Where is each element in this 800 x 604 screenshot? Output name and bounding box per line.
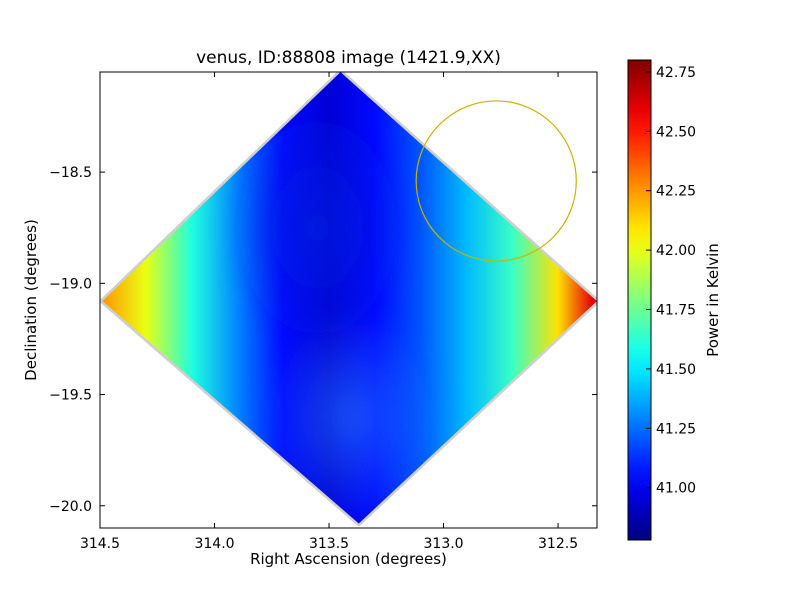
- y-tick-label: −18.5: [49, 165, 92, 181]
- lower-lobe-region: [261, 306, 442, 524]
- colorbar-ticks: 41.00 41.25 41.50 41.75 42.00 42.25 42.50 42.75: [646, 65, 696, 497]
- plot-frame: [99, 71, 598, 529]
- y-axis-label: Declination (degrees): [22, 219, 40, 381]
- colorbar-label: Power in Kelvin: [704, 243, 722, 357]
- chart-title: venus, ID:88808 image (1421.9,XX): [196, 48, 501, 68]
- y-axis: −18.5 −19.0 −19.5 −20.0: [49, 165, 597, 515]
- y-tick-label: −19.0: [49, 276, 92, 292]
- colorbar-tick-label: 42.50: [656, 124, 696, 140]
- x-axis-label: Right Ascension (degrees): [250, 550, 447, 568]
- x-tick-label: 314.0: [194, 536, 234, 552]
- colorbar-tick-label: 41.75: [656, 303, 696, 319]
- beam-circle: [415, 100, 577, 262]
- low-power-region: [222, 97, 413, 358]
- y-tick-label: −19.5: [49, 388, 92, 404]
- colorbar-tick-label: 42.25: [656, 184, 696, 200]
- colorbar-tick-label: 42.75: [656, 65, 696, 81]
- x-tick-label: 312.5: [538, 536, 578, 552]
- heatmap: [102, 72, 597, 524]
- y-tick-label: −20.0: [49, 499, 92, 515]
- colorbar-tick-label: 41.00: [656, 481, 696, 497]
- x-tick-label: 313.5: [309, 536, 349, 552]
- x-tick-label: 313.0: [424, 536, 464, 552]
- colorbar-tick-label: 41.50: [656, 362, 696, 378]
- colorbar-tick-label: 42.00: [656, 243, 696, 259]
- x-tick-label: 314.5: [80, 536, 120, 552]
- colorbar: [627, 59, 652, 541]
- colorbar-tick-label: 41.25: [656, 421, 696, 437]
- x-axis: 314.5 314.0 313.5 313.0 312.5: [80, 72, 578, 552]
